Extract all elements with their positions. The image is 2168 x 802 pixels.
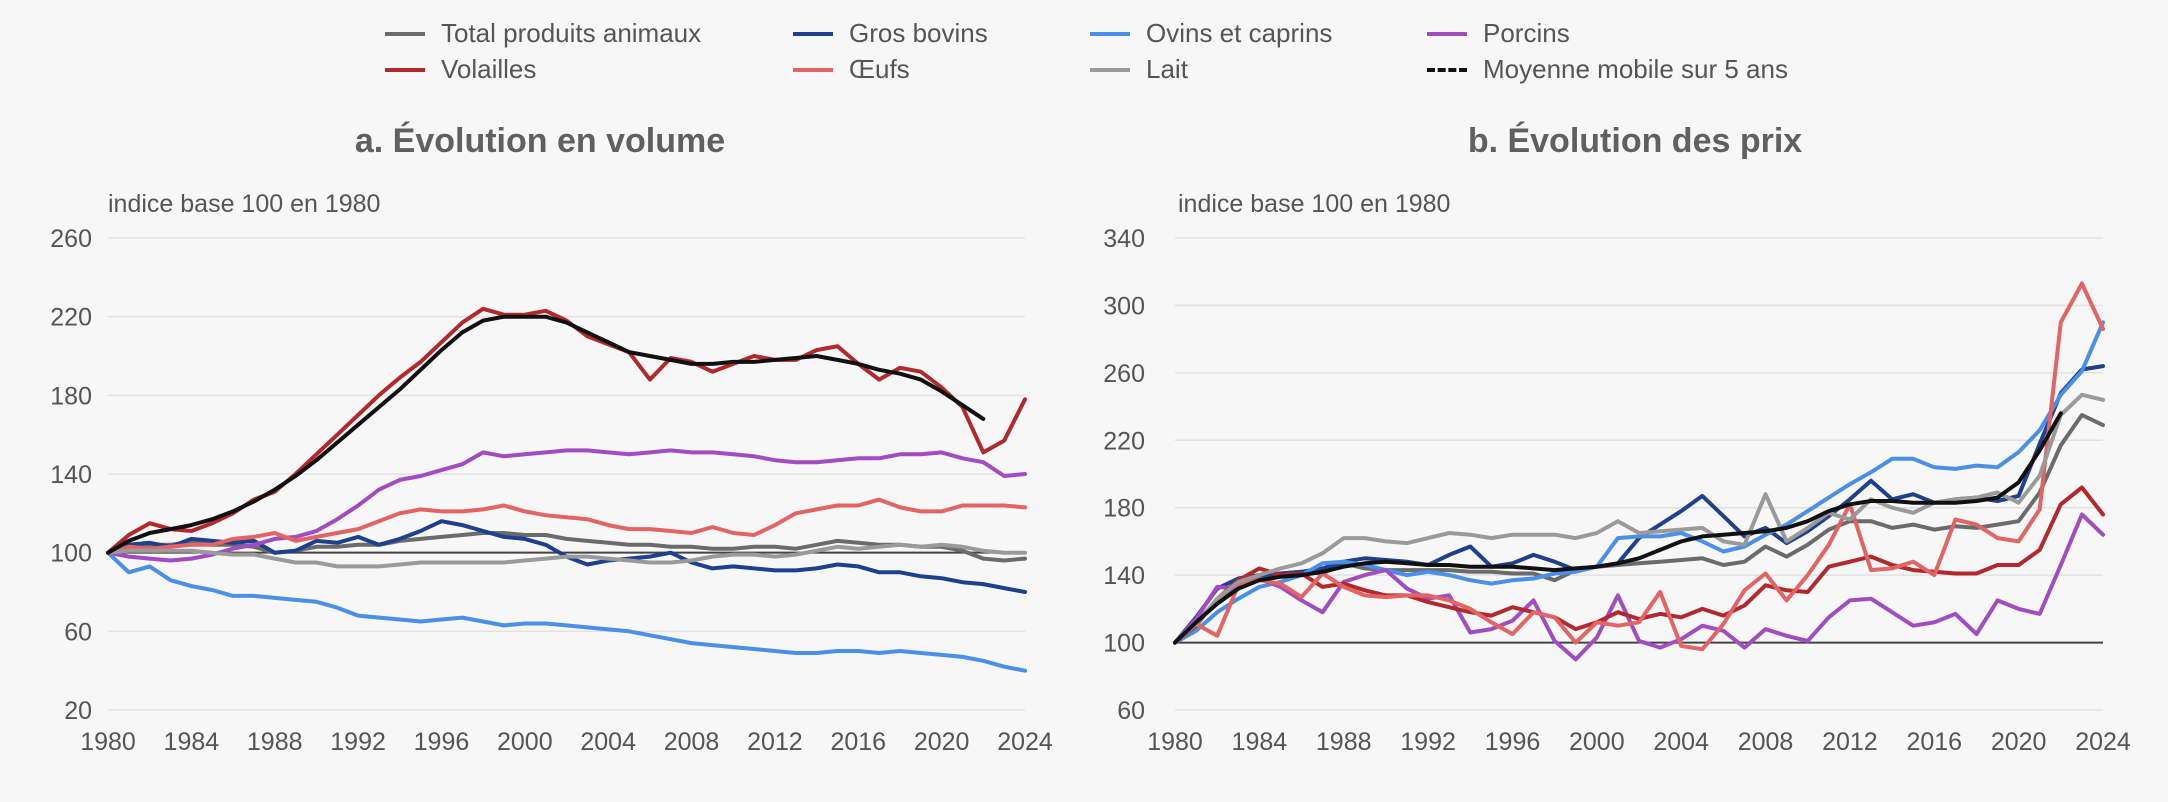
x-tick-label: 2000 (1569, 728, 1625, 756)
series-line-moyenne-mobile-sur-5-ans (106, 314, 986, 555)
y-tick-label: 220 (50, 304, 92, 332)
x-tick-label: 1980 (80, 728, 136, 756)
x-tick-label: 2024 (997, 728, 1053, 756)
series-line--ufs (106, 497, 1027, 555)
y-tick-label: 20 (64, 697, 92, 725)
y-tick-label: 60 (1117, 697, 1145, 725)
y-tick-label: 340 (1103, 225, 1145, 253)
legend-item: Œufs (793, 54, 910, 85)
y-tick-label: 180 (1103, 495, 1145, 523)
legend-swatch (793, 31, 833, 36)
x-tick-label: 2008 (1738, 728, 1794, 756)
chart-b-title: b. Évolution des prix (1467, 122, 1803, 160)
x-tick-label: 2020 (914, 728, 970, 756)
y-tick-label: 100 (50, 540, 92, 568)
y-tick-label: 260 (50, 225, 92, 253)
legend-item: Ovins et caprins (1090, 18, 1332, 49)
x-tick-label: 2024 (2075, 728, 2131, 756)
x-tick-label: 2012 (1822, 728, 1878, 756)
x-tick-label: 1996 (414, 728, 470, 756)
y-tick-label: 140 (50, 461, 92, 489)
x-tick-label: 2020 (1991, 728, 2047, 756)
y-tick-label: 300 (1103, 292, 1145, 320)
legend-swatch (793, 67, 833, 72)
legend-label: Lait (1146, 54, 1188, 84)
legend: Total produits animaux Gros bovins Ovins e… (0, 18, 2168, 98)
legend-item: Gros bovins (793, 18, 988, 49)
series-line-ovins-et-caprins (106, 550, 1027, 673)
chart-a-unit-label: indice base 100 en 1980 (108, 190, 381, 218)
legend-swatch (1090, 67, 1130, 72)
legend-label: Total produits animaux (441, 18, 702, 48)
x-tick-label: 1992 (330, 728, 386, 756)
y-tick-label: 60 (64, 618, 92, 646)
series-line-lait (106, 542, 1027, 569)
x-tick-label: 2016 (830, 728, 886, 756)
legend-item: Lait (1090, 54, 1188, 85)
y-tick-label: 100 (1103, 630, 1145, 658)
series-line-porcins (1173, 512, 2105, 662)
chart-a-title: a. Évolution en volume (354, 122, 726, 160)
x-tick-label: 1992 (1400, 728, 1456, 756)
series-line-lait (1173, 392, 2105, 645)
legend-label: Volailles (441, 54, 537, 84)
y-tick-label: 140 (1103, 562, 1145, 590)
legend-swatch (385, 67, 425, 72)
series-line--ufs (1173, 281, 2105, 652)
x-tick-label: 1988 (1316, 728, 1372, 756)
chart-a-plot: 20 60 100 140 180 220 260 1980 1984 1988 1992 1996 2… (50, 225, 1053, 756)
legend-label: Gros bovins (849, 18, 988, 48)
legend-item: Total produits animaux (385, 18, 701, 49)
legend-item: Moyenne mobile sur 5 ans (1427, 54, 1788, 85)
chart-b-plot: 60 100 140 180 220 260 300 340 1980 1984 1988 1992 1… (1103, 225, 2131, 756)
legend-item: Volailles (385, 54, 536, 85)
legend-swatch (385, 31, 425, 36)
x-tick-label: 2004 (1653, 728, 1709, 756)
chart-b-unit-label: indice base 100 en 1980 (1178, 190, 1451, 218)
x-tick-label: 2016 (1906, 728, 1962, 756)
legend-swatch (1090, 31, 1130, 36)
series-line-gros-bovins (1173, 364, 2105, 645)
x-tick-label: 1980 (1147, 728, 1203, 756)
y-tick-label: 180 (50, 382, 92, 410)
legend-swatch (1427, 67, 1467, 72)
legend-item: Porcins (1427, 18, 1570, 49)
y-tick-label: 220 (1103, 427, 1145, 455)
x-tick-label: 1984 (1232, 728, 1288, 756)
x-tick-label: 2004 (580, 728, 636, 756)
legend-label: Moyenne mobile sur 5 ans (1483, 54, 1788, 84)
x-tick-label: 2008 (664, 728, 720, 756)
x-tick-label: 2000 (497, 728, 553, 756)
y-tick-label: 260 (1103, 360, 1145, 388)
x-tick-label: 2012 (747, 728, 803, 756)
x-tick-label: 1984 (164, 728, 220, 756)
legend-label: Ovins et caprins (1146, 18, 1333, 48)
legend-label: Porcins (1483, 18, 1570, 48)
legend-label: Œufs (849, 54, 910, 84)
legend-swatch (1427, 31, 1467, 36)
series-line-moyenne-mobile-sur-5-ans (1173, 411, 2063, 645)
x-tick-label: 1988 (247, 728, 303, 756)
series-line-porcins (106, 448, 1027, 563)
series-line-ovins-et-caprins (1173, 320, 2105, 645)
x-tick-label: 1996 (1485, 728, 1541, 756)
series-line-total-produits-animaux (106, 531, 1027, 563)
